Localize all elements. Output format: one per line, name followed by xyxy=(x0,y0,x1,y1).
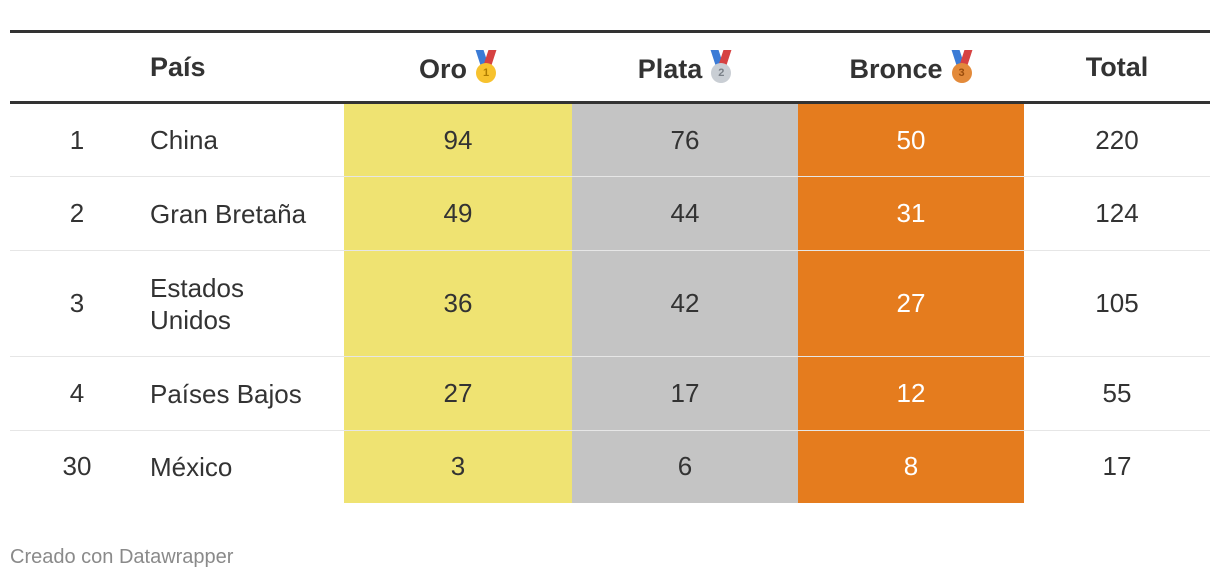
header-total-label: Total xyxy=(1085,51,1149,82)
medal-table-container: País Oro 1 Plata 2 Bronce 3 Total 1 China 94 7… xyxy=(10,30,1210,503)
cell-silver: 42 xyxy=(572,250,798,357)
cell-silver: 76 xyxy=(572,102,798,177)
cell-total: 220 xyxy=(1095,124,1139,155)
header-total[interactable]: Total xyxy=(1024,32,1210,103)
cell-gold: 36 xyxy=(344,250,572,357)
header-silver-label: Plata xyxy=(637,53,703,84)
cell-rank: 30 xyxy=(62,451,92,482)
bronze-medal-icon: 3 xyxy=(951,49,973,84)
cell-rank: 3 xyxy=(69,288,85,318)
header-country[interactable]: País xyxy=(144,32,344,103)
header-gold[interactable]: Oro 1 xyxy=(344,32,572,103)
cell-bronze: 8 xyxy=(798,430,1024,503)
silver-medal-icon: 2 xyxy=(710,49,732,84)
cell-silver: 6 xyxy=(572,430,798,503)
table-header-row: País Oro 1 Plata 2 Bronce 3 Total xyxy=(10,31,1210,103)
header-bronze-label: Bronce xyxy=(849,53,943,84)
header-bronze[interactable]: Bronce 3 xyxy=(798,32,1024,103)
cell-gold: 3 xyxy=(344,430,572,503)
table-body: 1 China 94 76 50 220 2 Gran Bretaña 49 44 31 124 3 Es… xyxy=(10,102,1210,503)
cell-country: China xyxy=(150,125,218,155)
cell-country: Países Bajos xyxy=(150,378,302,409)
cell-silver: 44 xyxy=(572,176,798,251)
header-silver[interactable]: Plata 2 xyxy=(572,32,798,103)
table-row: 30 México 3 6 8 17 xyxy=(10,430,1210,503)
header-country-label: País xyxy=(150,51,206,82)
cell-country: Gran Bretaña xyxy=(150,198,307,229)
cell-country: Estados Unidos xyxy=(150,272,244,335)
table-row: 3 Estados Unidos 36 42 27 105 xyxy=(10,250,1210,357)
table-row: 1 China 94 76 50 220 xyxy=(10,102,1210,177)
header-rank xyxy=(10,32,144,103)
table-row: 4 Países Bajos 27 17 12 55 xyxy=(10,356,1210,431)
medal-table: País Oro 1 Plata 2 Bronce 3 Total 1 China 94 7… xyxy=(10,30,1210,503)
cell-rank: 4 xyxy=(69,378,85,408)
cell-bronze: 12 xyxy=(798,356,1024,431)
cell-rank: 2 xyxy=(69,198,85,228)
cell-total: 105 xyxy=(1095,288,1139,318)
cell-rank: 1 xyxy=(69,124,85,155)
cell-gold: 49 xyxy=(344,176,572,251)
cell-total: 17 xyxy=(1102,451,1132,482)
cell-bronze: 50 xyxy=(798,102,1024,177)
cell-country: México xyxy=(150,451,233,482)
table-row: 2 Gran Bretaña 49 44 31 124 xyxy=(10,176,1210,251)
footer-credit: Creado con Datawrapper xyxy=(10,546,234,568)
cell-total: 124 xyxy=(1095,198,1139,228)
header-gold-label: Oro xyxy=(418,53,467,84)
gold-medal-icon: 1 xyxy=(475,49,497,84)
cell-gold: 94 xyxy=(344,102,572,177)
cell-silver: 17 xyxy=(572,356,798,431)
cell-gold: 27 xyxy=(344,356,572,431)
cell-bronze: 27 xyxy=(798,250,1024,357)
cell-total: 55 xyxy=(1102,378,1132,408)
cell-bronze: 31 xyxy=(798,176,1024,251)
